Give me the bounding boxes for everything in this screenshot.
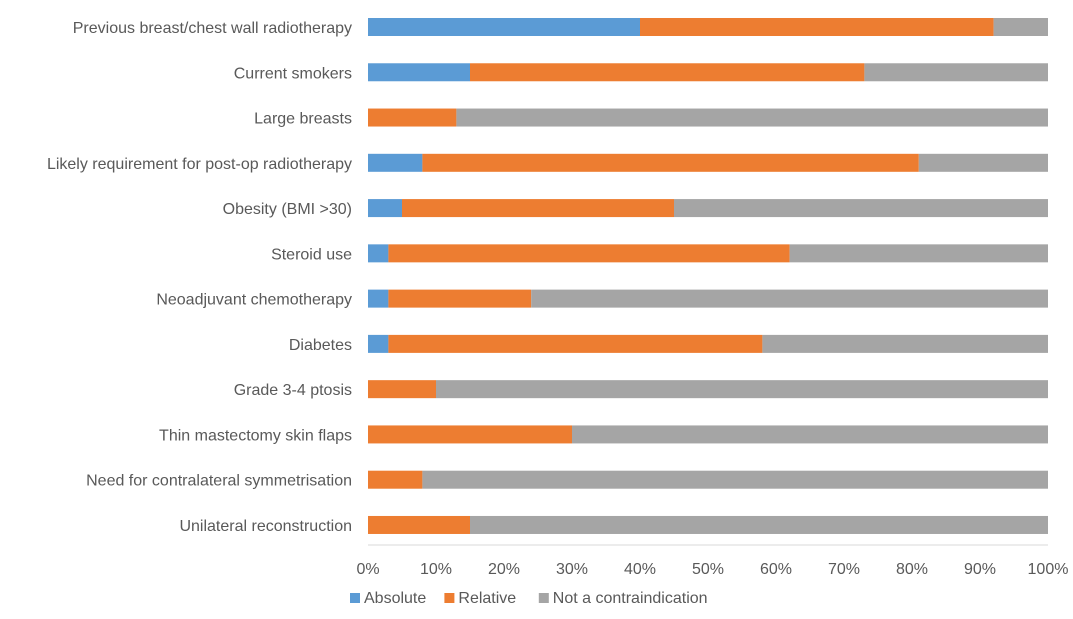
category-label: Current smokers xyxy=(234,65,352,82)
bar-relative-grade-3-4-ptosis xyxy=(368,380,436,399)
bar-absolute-likely-requirement-for-post-op-radiotherapy xyxy=(368,153,423,172)
legend-swatch xyxy=(444,593,455,603)
legend-item-absolute: Absolute xyxy=(350,590,426,607)
category-labels: Previous breast/chest wall radiotherapy C… xyxy=(47,20,352,535)
bar-not-a-contraindication-obesity-bmi-30 xyxy=(674,199,1048,218)
category-label: Previous breast/chest wall radiotherapy xyxy=(73,20,352,37)
bar-relative-likely-requirement-for-post-op-radiotherapy xyxy=(422,153,919,172)
x-tick-label: 60% xyxy=(760,561,792,578)
bar-not-a-contraindication-neoadjuvant-chemotherapy xyxy=(531,289,1048,308)
bar-relative-steroid-use xyxy=(388,244,790,263)
category-label: Neoadjuvant chemotherapy xyxy=(156,292,352,309)
legend-swatch xyxy=(538,593,549,603)
category-label: Thin mastectomy skin flaps xyxy=(159,427,352,444)
x-tick-label: 30% xyxy=(556,561,588,578)
legend-swatch xyxy=(350,593,360,603)
x-tick-label: 20% xyxy=(488,561,520,578)
bar-not-a-contraindication-previous-breast-chest-wall-radiotherapy xyxy=(993,18,1048,36)
bar-relative-obesity-bmi-30 xyxy=(402,199,674,218)
category-label: Steroid use xyxy=(271,246,352,263)
bar-not-a-contraindication-large-breasts xyxy=(456,108,1048,127)
category-label: Likely requirement for post-op radiother… xyxy=(47,156,352,173)
bar-not-a-contraindication-need-for-contralateral-symmetrisation xyxy=(422,470,1048,489)
bar-not-a-contraindication-steroid-use xyxy=(789,244,1048,263)
legend-label: Relative xyxy=(458,590,516,607)
category-label: Obesity (BMI >30) xyxy=(223,201,352,218)
category-label: Diabetes xyxy=(289,337,352,354)
bar-not-a-contraindication-grade-3-4-ptosis xyxy=(436,380,1048,399)
category-label: Grade 3-4 ptosis xyxy=(234,382,352,399)
x-tick-label: 80% xyxy=(896,561,928,578)
bar-relative-need-for-contralateral-symmetrisation xyxy=(368,470,423,489)
legend-label: Absolute xyxy=(364,590,426,607)
legend: Absolute Relative Not a contraindication xyxy=(350,590,708,607)
bar-relative-diabetes xyxy=(388,334,763,353)
x-tick-label: 100% xyxy=(1028,561,1069,578)
bar-not-a-contraindication-thin-mastectomy-skin-flaps xyxy=(572,425,1048,444)
legend-label: Not a contraindication xyxy=(553,590,708,607)
legend-item-relative: Relative xyxy=(444,590,516,607)
bars-layer xyxy=(368,18,1048,534)
x-axis: 0% 10% 20% 30% 40% 50% 60% 70% 80% 90% 100% xyxy=(356,544,1069,578)
bar-not-a-contraindication-likely-requirement-for-post-op-radiotherapy xyxy=(918,153,1048,172)
category-label: Need for contralateral symmetrisation xyxy=(86,473,352,490)
bar-relative-unilateral-reconstruction xyxy=(368,515,470,534)
bar-relative-large-breasts xyxy=(368,108,457,127)
category-label: Unilateral reconstruction xyxy=(179,518,352,535)
bar-absolute-diabetes xyxy=(368,334,389,353)
bar-not-a-contraindication-unilateral-reconstruction xyxy=(470,515,1048,534)
x-tick-label: 40% xyxy=(624,561,656,578)
bar-not-a-contraindication-diabetes xyxy=(762,334,1048,353)
legend-item-not-a-contraindication: Not a contraindication xyxy=(538,590,708,607)
bar-absolute-steroid-use xyxy=(368,244,389,263)
x-tick-label: 10% xyxy=(420,561,452,578)
bar-absolute-current-smokers xyxy=(368,63,470,82)
x-tick-label: 90% xyxy=(964,561,996,578)
bar-relative-previous-breast-chest-wall-radiotherapy xyxy=(640,18,994,36)
bar-not-a-contraindication-current-smokers xyxy=(864,63,1048,82)
x-tick-label: 0% xyxy=(356,561,379,578)
bar-relative-thin-mastectomy-skin-flaps xyxy=(368,425,572,444)
category-label: Large breasts xyxy=(254,111,352,128)
bar-absolute-previous-breast-chest-wall-radiotherapy xyxy=(368,18,640,36)
bar-absolute-neoadjuvant-chemotherapy xyxy=(368,289,389,308)
x-tick-label: 70% xyxy=(828,561,860,578)
x-tick-label: 50% xyxy=(692,561,724,578)
bar-absolute-obesity-bmi-30 xyxy=(368,199,402,218)
bar-relative-neoadjuvant-chemotherapy xyxy=(388,289,532,308)
bar-relative-current-smokers xyxy=(470,63,865,82)
